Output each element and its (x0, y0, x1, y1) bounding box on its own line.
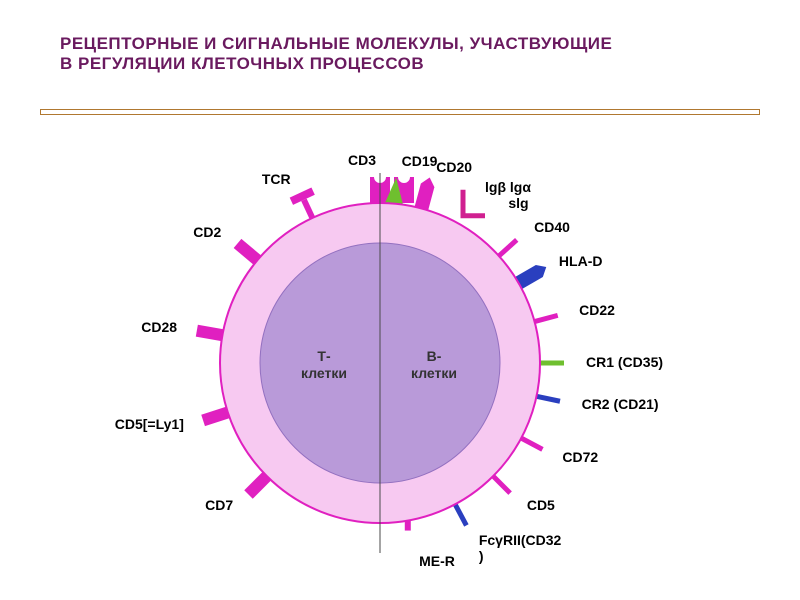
receptor-shape (497, 238, 518, 258)
receptor-label: CD22 (579, 302, 615, 318)
receptor-label: TCR (262, 171, 291, 187)
receptor-shape (415, 178, 435, 211)
receptor-label: lgβ lgα (485, 179, 531, 195)
receptor-label: slg (508, 195, 528, 211)
receptor-label: CD7 (205, 497, 233, 513)
receptor-label: CD40 (534, 219, 570, 235)
receptor-label: CD20 (436, 159, 472, 175)
receptor-label: FcγRII(CD32) (479, 532, 561, 564)
receptor-label: CD5 (527, 497, 555, 513)
receptor-label: CD5[=Ly1] (115, 416, 184, 432)
receptor-shape (540, 361, 564, 366)
receptor-label: HLA-D (559, 253, 603, 269)
b-cell-label: B-клетки (394, 348, 474, 382)
receptor-label: CD72 (562, 449, 598, 465)
receptor-shape (536, 394, 561, 404)
receptor-label: CR2 (CD21) (582, 396, 659, 412)
receptor-label: ME-R (419, 553, 455, 569)
receptor-label: CD2 (193, 224, 221, 240)
receptor-shape (196, 325, 224, 341)
receptor-label: CR1 (CD35) (586, 354, 663, 370)
receptor-shape (201, 407, 229, 426)
receptor-shape (290, 188, 315, 220)
receptor-shape (491, 474, 512, 495)
cell-diagram (0, 0, 800, 600)
receptor-shape (463, 190, 485, 216)
receptor-shape (520, 436, 544, 452)
receptor-label: CD28 (141, 319, 177, 335)
receptor-label: CD3 (348, 152, 376, 168)
receptor-shape (534, 313, 558, 324)
receptor-label: CD19 (402, 153, 438, 169)
receptor-shape (453, 503, 469, 527)
t-cell-label: Т-клетки (284, 348, 364, 382)
receptor-shape (405, 521, 411, 531)
